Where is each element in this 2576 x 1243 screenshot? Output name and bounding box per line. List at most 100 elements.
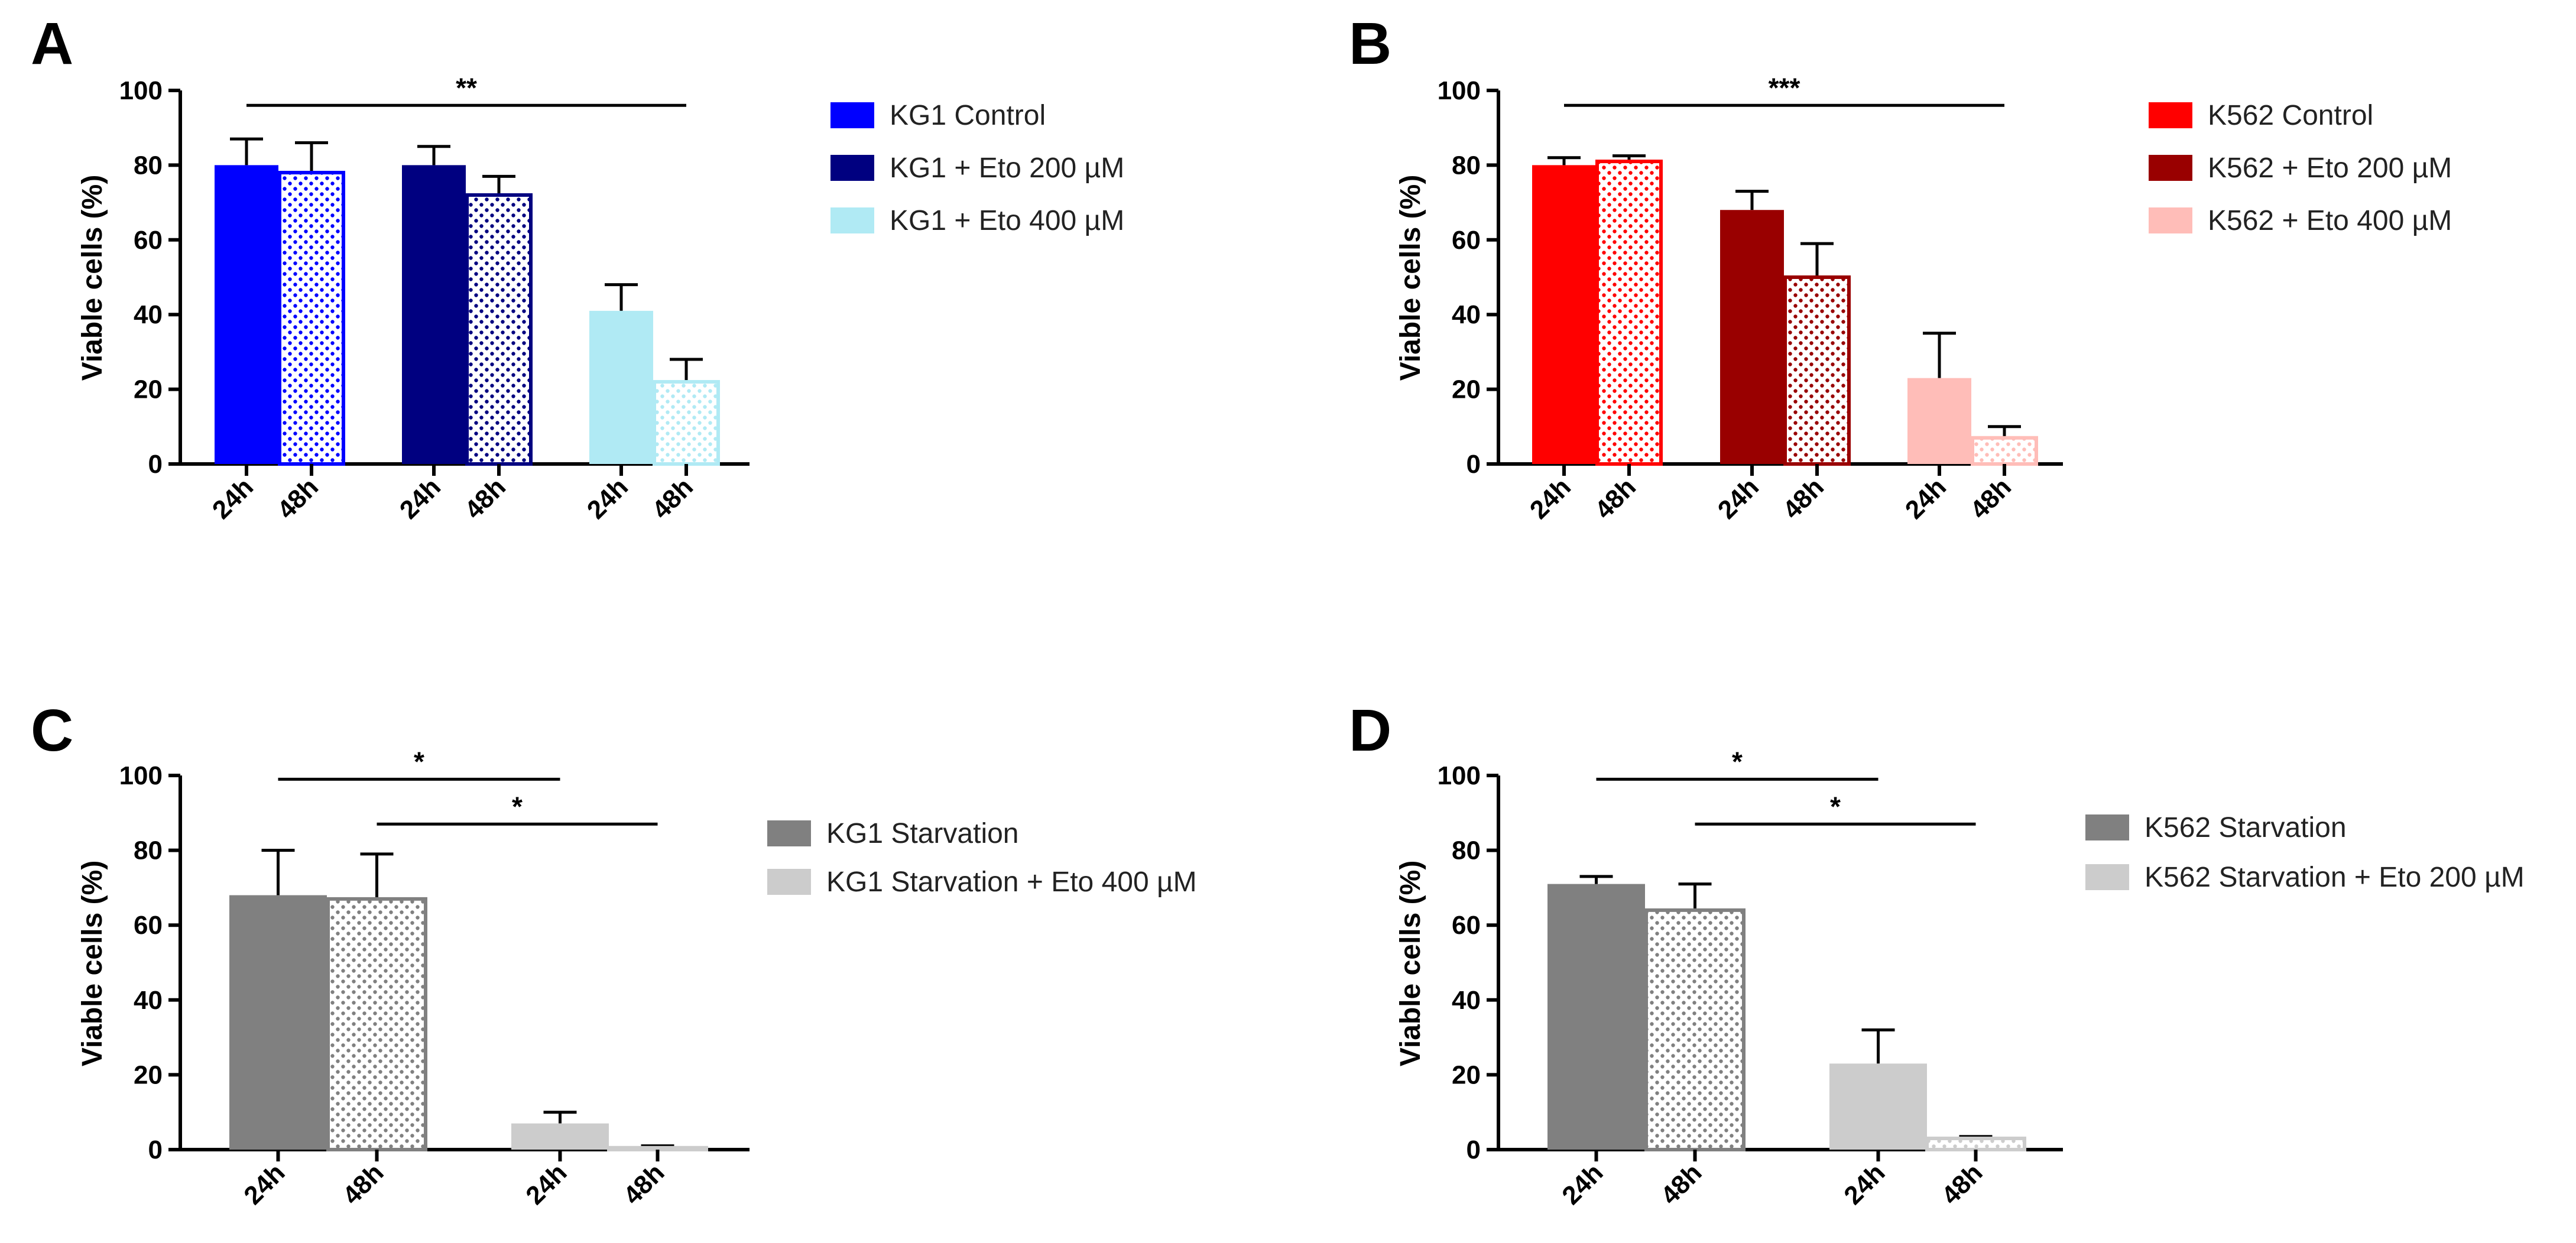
bar-k562-starvation-48h: [1644, 908, 1746, 1151]
y-tick-label: 80: [134, 836, 163, 865]
x-tick-label: 48h: [272, 472, 324, 524]
bar-k562-starvation-24h: [1547, 884, 1645, 1150]
panel-a-letter: A: [31, 11, 73, 77]
x-tick-label: 48h: [1655, 1158, 1707, 1210]
panel-a-y-axis-label: Viable cells (%): [77, 175, 108, 381]
y-tick-label: 100: [119, 76, 163, 105]
panel-c-y-axis-label: Viable cells (%): [77, 861, 108, 1067]
bar-kg1-eto-400-m-48h: [653, 379, 720, 466]
legend-swatch: [830, 102, 874, 128]
bar-k562-control-48h: [1595, 160, 1663, 466]
y-tick-label: 20: [134, 375, 163, 404]
x-tick-label: 48h: [459, 472, 511, 524]
legend-swatch: [2149, 155, 2192, 181]
y-tick-label: 0: [1467, 450, 1481, 479]
legend-swatch: [767, 820, 811, 846]
x-tick-label: 24h: [1838, 1158, 1890, 1210]
y-tick-label: 40: [1452, 986, 1481, 1015]
bar-k562-starvation-eto-200-m-24h: [1829, 1063, 1927, 1150]
y-tick-label: 40: [134, 300, 163, 329]
panel-c-plot: 0 20 40 60 80 100 24h 48h 24h 48h * * KG1 Starvation…: [119, 746, 1197, 1210]
bar-k562-starvation-eto-200-m-48h: [1925, 1137, 2026, 1152]
x-tick-label: 48h: [337, 1158, 389, 1210]
x-tick-label: 48h: [1965, 472, 2017, 524]
panel-b-letter: B: [1349, 11, 1391, 77]
y-tick-label: 100: [119, 761, 163, 790]
panel-d-letter: D: [1349, 697, 1391, 764]
legend-swatch: [2085, 814, 2129, 840]
bar-kg1-eto-200-m-48h: [465, 193, 533, 466]
legend-label: K562 Starvation + Eto 200 µM: [2144, 862, 2525, 893]
panel-b-y-axis-label: Viable cells (%): [1395, 175, 1426, 381]
panel-d: D Viable cells (%) 0 20 40 60 80 100 24h 48h 24h…: [1349, 697, 2525, 1210]
panel-c: C Viable cells (%) 0 20 40 60 80 100 24h 48h 24h…: [31, 697, 1197, 1210]
x-tick-label: 48h: [1936, 1158, 1988, 1210]
x-tick-label: 24h: [582, 472, 634, 524]
legend-label: K562 Control: [2208, 100, 2373, 131]
x-tick-label: 24h: [1524, 472, 1576, 524]
x-tick-label: 24h: [1712, 472, 1764, 524]
y-tick-label: 40: [1452, 300, 1481, 329]
legend-swatch: [2085, 864, 2129, 890]
legend-swatch: [767, 869, 811, 895]
bar-kg1-starvation-48h: [326, 897, 427, 1151]
bar-kg1-control-48h: [278, 171, 345, 466]
y-tick-label: 100: [1438, 76, 1481, 105]
significance-label: *: [414, 746, 424, 777]
y-tick-label: 0: [148, 1135, 163, 1164]
significance-label: *: [512, 791, 523, 822]
bar-k562-eto-200-m-24h: [1720, 210, 1784, 464]
legend-swatch: [830, 207, 874, 233]
y-tick-label: 0: [1467, 1135, 1481, 1164]
legend-label: K562 Starvation: [2144, 812, 2347, 843]
x-tick-label: 24h: [394, 472, 446, 524]
y-tick-label: 60: [1452, 911, 1481, 940]
x-tick-label: 24h: [1900, 472, 1952, 524]
legend-swatch: [2149, 102, 2192, 128]
y-tick-label: 80: [1452, 836, 1481, 865]
x-tick-label: 48h: [647, 472, 699, 524]
y-tick-label: 40: [134, 986, 163, 1015]
legend-label: KG1 Starvation + Eto 400 µM: [826, 866, 1197, 898]
significance-label: **: [456, 72, 477, 103]
x-tick-label: 48h: [1589, 472, 1641, 524]
y-tick-label: 60: [1452, 226, 1481, 255]
x-tick-label: 24h: [520, 1158, 572, 1210]
significance-label: ***: [1769, 72, 1800, 103]
legend-label: K562 + Eto 200 µM: [2208, 152, 2452, 184]
bar-kg1-control-24h: [215, 165, 278, 464]
panel-c-letter: C: [31, 697, 73, 764]
bar-k562-eto-400-m-24h: [1907, 378, 1971, 464]
bar-kg1-eto-400-m-24h: [589, 310, 653, 464]
legend-label: K562 + Eto 400 µM: [2208, 205, 2452, 236]
legend-label: KG1 + Eto 200 µM: [890, 152, 1124, 184]
y-tick-label: 20: [1452, 1060, 1481, 1089]
y-tick-label: 0: [148, 450, 163, 479]
y-tick-label: 100: [1438, 761, 1481, 790]
bar-kg1-starvation-eto-400-m-48h: [607, 1145, 708, 1151]
y-tick-label: 20: [1452, 375, 1481, 404]
bar-k562-eto-200-m-48h: [1783, 275, 1851, 466]
y-tick-label: 20: [134, 1060, 163, 1089]
significance-label: *: [1830, 791, 1841, 822]
x-tick-label: 48h: [618, 1158, 670, 1210]
bar-kg1-eto-200-m-24h: [402, 165, 466, 464]
y-tick-label: 60: [134, 226, 163, 255]
legend-label: KG1 + Eto 400 µM: [890, 205, 1124, 236]
y-tick-label: 60: [134, 911, 163, 940]
significance-label: *: [1732, 746, 1743, 777]
legend-label: KG1 Starvation: [826, 818, 1019, 849]
bar-kg1-starvation-24h: [229, 895, 327, 1150]
x-tick-label: 24h: [1556, 1158, 1608, 1210]
x-tick-label: 24h: [238, 1158, 290, 1210]
y-tick-label: 80: [1452, 151, 1481, 180]
x-tick-label: 24h: [207, 472, 259, 524]
y-tick-label: 80: [134, 151, 163, 180]
panel-d-y-axis-label: Viable cells (%): [1395, 861, 1426, 1067]
bar-kg1-starvation-eto-400-m-24h: [511, 1123, 609, 1150]
